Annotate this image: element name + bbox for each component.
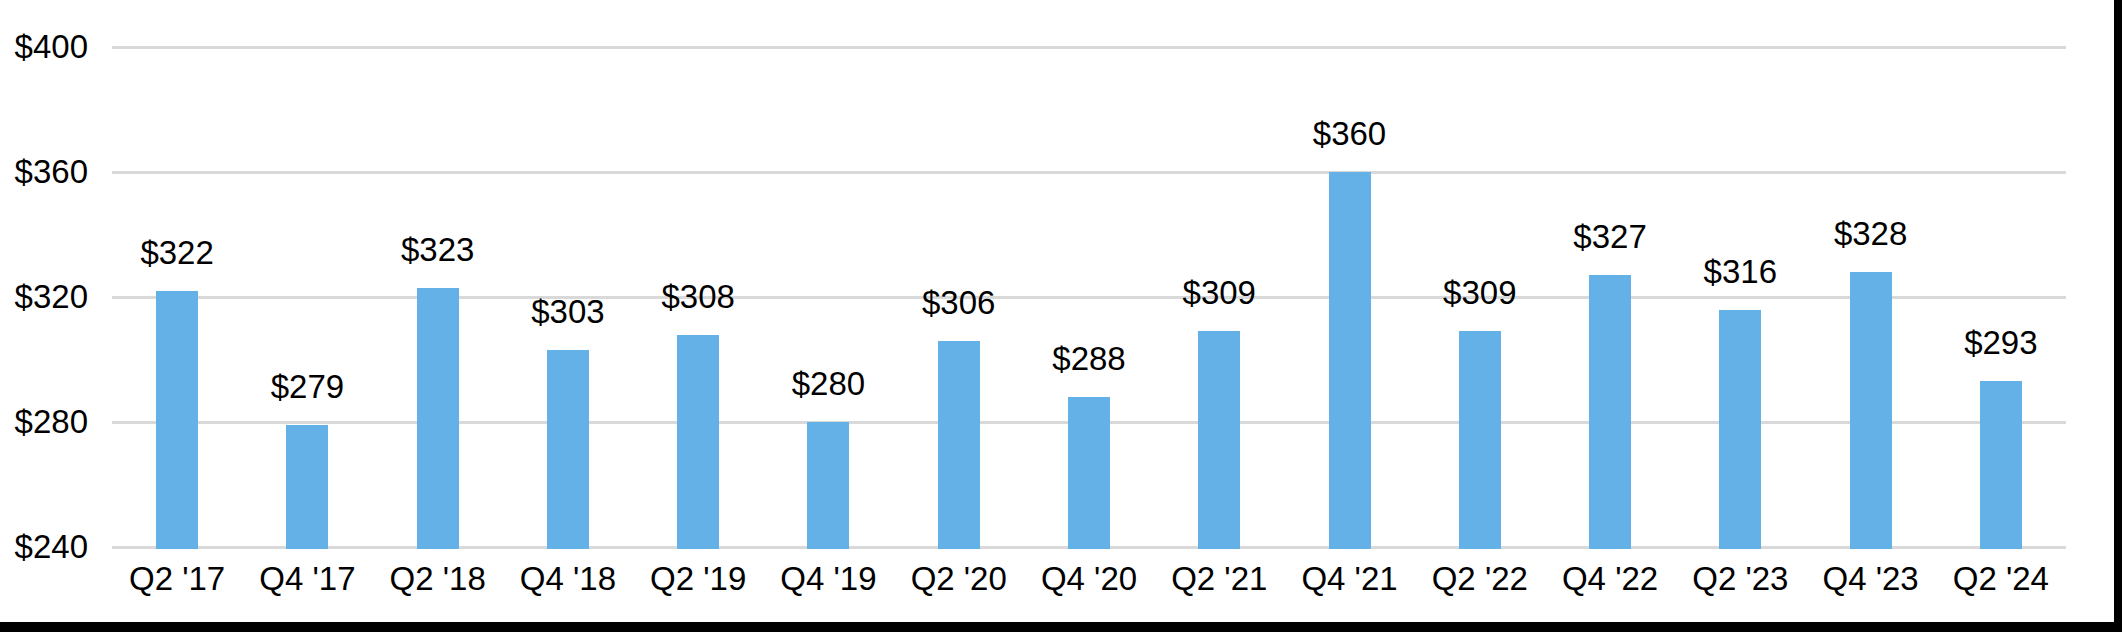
y-tick-label: $360 [0,153,88,191]
y-tick-label: $240 [0,528,88,566]
bar-Q4 '21 [1329,172,1371,549]
y-tick-label: $400 [0,28,88,66]
x-tick-label: Q4 '21 [1284,560,1414,598]
bar-Q2 '22 [1459,331,1501,549]
bar-value-label: $308 [618,278,778,316]
x-tick-label: Q2 '20 [894,560,1024,598]
bar-Q4 '19 [807,422,849,549]
bar-Q4 '18 [547,350,589,549]
black-edge-bottom [0,622,2122,632]
bar-value-label: $293 [1921,324,2081,362]
bar-Q2 '17 [156,291,198,549]
gridline [112,46,2066,49]
bar-Q2 '24 [1980,381,2022,549]
x-tick-label: Q4 '22 [1545,560,1675,598]
bar-value-label: $323 [358,231,518,269]
x-tick-label: Q4 '18 [503,560,633,598]
bar-value-label: $309 [1139,274,1299,312]
black-edge-right [2114,0,2122,632]
x-tick-label: Q2 '24 [1936,560,2066,598]
x-tick-label: Q2 '17 [112,560,242,598]
bar-Q4 '22 [1589,275,1631,549]
bar-Q4 '20 [1068,397,1110,549]
bar-Q2 '19 [677,335,719,550]
x-tick-label: Q2 '22 [1415,560,1545,598]
bar-Q4 '23 [1850,272,1892,549]
bar-value-label: $309 [1400,274,1560,312]
bar-value-label: $279 [227,368,387,406]
quarterly-bar-chart: $400$360$320$280$240 $322$279$323$303$30… [0,0,2122,632]
bar-value-label: $322 [97,234,257,272]
bar-Q2 '23 [1719,310,1761,550]
x-tick-label: Q2 '18 [373,560,503,598]
gridline [112,296,2066,299]
bar-Q2 '20 [938,341,980,549]
x-tick-label: Q4 '20 [1024,560,1154,598]
y-tick-label: $280 [0,403,88,441]
x-tick-label: Q2 '19 [633,560,763,598]
bar-value-label: $306 [879,284,1039,322]
bar-Q2 '18 [417,288,459,549]
x-tick-label: Q2 '21 [1154,560,1284,598]
bar-value-label: $327 [1530,218,1690,256]
bar-Q2 '21 [1198,331,1240,549]
x-tick-label: Q4 '17 [242,560,372,598]
bar-value-label: $328 [1791,215,1951,253]
x-tick-label: Q2 '23 [1675,560,1805,598]
gridline [112,171,2066,174]
bar-value-label: $360 [1270,115,1430,153]
bar-value-label: $288 [1009,340,1169,378]
x-tick-label: Q4 '19 [763,560,893,598]
bar-value-label: $280 [748,365,908,403]
x-tick-label: Q4 '23 [1805,560,1935,598]
bar-value-label: $316 [1660,253,1820,291]
y-tick-label: $320 [0,278,88,316]
bar-Q4 '17 [286,425,328,549]
